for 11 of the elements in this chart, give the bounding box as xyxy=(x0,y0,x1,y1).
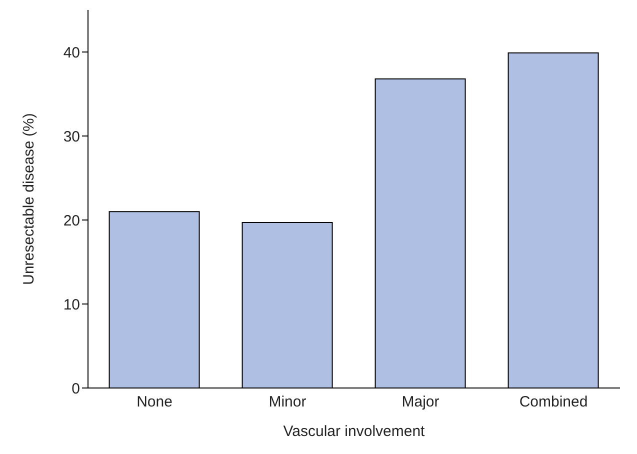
y-tick-label: 20 xyxy=(63,212,80,230)
y-tick-label: 0 xyxy=(72,380,80,398)
x-tick-label: Combined xyxy=(519,394,588,411)
y-tick-label: 10 xyxy=(63,296,80,314)
x-tick-label: Minor xyxy=(268,394,306,411)
x-axis-title: Vascular involvement xyxy=(283,423,426,440)
x-tick-label: Major xyxy=(402,394,440,411)
y-axis-title: Unresectable disease (%) xyxy=(20,113,38,285)
y-tick-label: 30 xyxy=(63,128,80,146)
y-tick-label: 40 xyxy=(63,44,80,62)
x-tick-label: None xyxy=(136,394,172,411)
